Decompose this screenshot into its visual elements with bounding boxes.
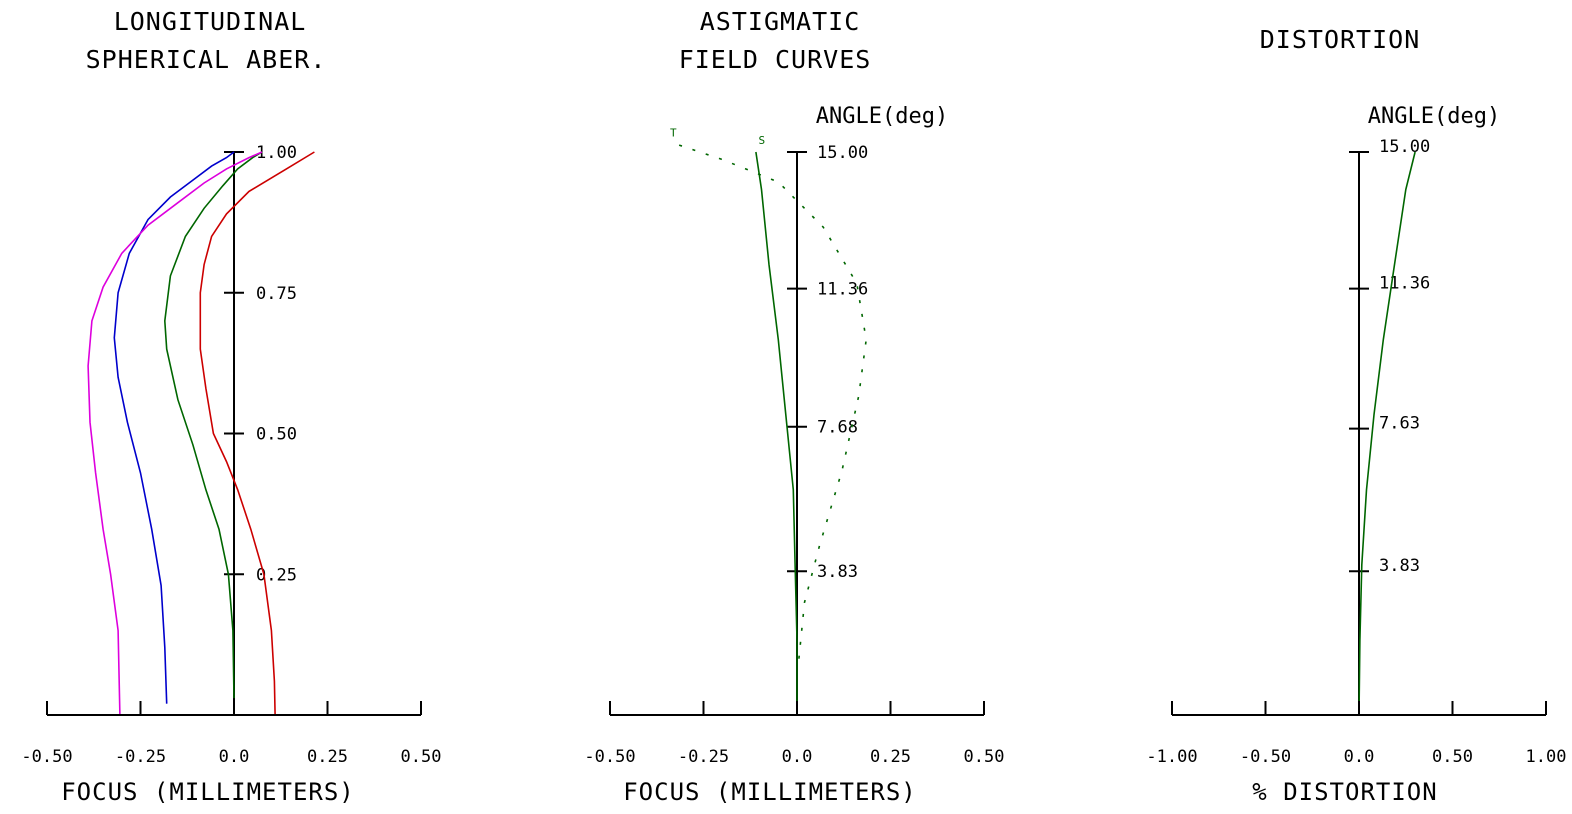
spherical-series-magenta bbox=[87, 151, 263, 716]
astigmatic-marker-t: T bbox=[670, 126, 677, 139]
spherical-title-line1: LONGITUDINAL bbox=[114, 7, 307, 36]
spherical-x-tick-label: -0.50 bbox=[21, 747, 72, 767]
distortion-title: DISTORTION bbox=[1260, 25, 1421, 54]
spherical-x-label: FOCUS (MILLIMETERS) bbox=[61, 778, 355, 806]
spherical-series-blue bbox=[113, 151, 235, 704]
distortion-angle-label: ANGLE(deg) bbox=[1368, 104, 1500, 129]
distortion-x-tick-label: -1.00 bbox=[1146, 747, 1197, 767]
astigmatic-y-tick-label: 7.68 bbox=[817, 418, 858, 438]
distortion-x-axis: -1.00 -0.50 0.0 0.50 1.00 bbox=[1146, 701, 1566, 767]
astigmatic-x-tick-label: 0.50 bbox=[964, 747, 1005, 767]
astigmatic-title-line1: ASTIGMATIC bbox=[700, 7, 861, 36]
spherical-x-tick-label: 0.50 bbox=[401, 747, 442, 767]
astigmatic-field-panel: ASTIGMATIC FIELD CURVES ANGLE(deg) 15.00… bbox=[584, 7, 1004, 806]
distortion-curves bbox=[1358, 151, 1416, 716]
astigmatic-y-tick-label: 11.36 bbox=[817, 280, 868, 300]
distortion-series-green bbox=[1358, 151, 1416, 716]
distortion-x-tick-label: 0.50 bbox=[1432, 747, 1473, 767]
astigmatic-title-line2: FIELD CURVES bbox=[679, 45, 872, 74]
distortion-x-label: % DISTORTION bbox=[1252, 778, 1437, 806]
spherical-y-tick-label: 0.50 bbox=[256, 425, 297, 445]
astigmatic-x-tick-label: -0.25 bbox=[678, 747, 729, 767]
spherical-curves bbox=[87, 151, 315, 716]
spherical-x-axis: -0.50 -0.25 0.0 0.25 0.50 bbox=[21, 701, 441, 767]
spherical-x-tick-label: 0.0 bbox=[219, 747, 250, 767]
spherical-title-line2: SPHERICAL ABER. bbox=[86, 45, 327, 74]
spherical-series-green bbox=[163, 151, 263, 699]
spherical-y-tick-label: 0.75 bbox=[256, 284, 297, 304]
spherical-y-tick-label: 1.00 bbox=[256, 143, 297, 163]
spherical-series-red bbox=[199, 151, 315, 716]
astigmatic-y-tick-label: 15.00 bbox=[817, 143, 868, 163]
spherical-y-ticks: 1.00 0.75 0.50 0.25 bbox=[224, 143, 297, 715]
astigmatic-x-axis: -0.50 -0.25 0.0 0.25 0.50 bbox=[584, 701, 1004, 767]
distortion-y-tick-label: 7.63 bbox=[1379, 414, 1420, 434]
astigmatic-marker-s: S bbox=[759, 134, 766, 147]
astigmatic-x-tick-label: 0.25 bbox=[870, 747, 911, 767]
astigmatic-y-tick-label: 3.83 bbox=[817, 562, 858, 582]
spherical-y-tick-label: 0.25 bbox=[256, 565, 297, 585]
astigmatic-x-tick-label: 0.0 bbox=[782, 747, 813, 767]
astigmatic-x-label: FOCUS (MILLIMETERS) bbox=[623, 778, 917, 806]
distortion-y-tick-label: 3.83 bbox=[1379, 556, 1420, 576]
distortion-x-tick-label: 0.0 bbox=[1344, 747, 1375, 767]
distortion-y-tick-label: 11.36 bbox=[1379, 274, 1430, 294]
distortion-y-tick-label: 15.00 bbox=[1379, 137, 1430, 157]
astigmatic-curves: ST bbox=[670, 126, 868, 715]
astigmatic-x-tick-label: -0.50 bbox=[584, 747, 635, 767]
distortion-y-ticks: 15.00 11.36 7.63 3.83 bbox=[1349, 137, 1430, 715]
distortion-x-tick-label: -0.50 bbox=[1240, 747, 1291, 767]
astigmatic-y-ticks: 15.00 11.36 7.68 3.83 bbox=[787, 143, 868, 715]
distortion-x-tick-label: 1.00 bbox=[1526, 747, 1567, 767]
astigmatic-series-green-s bbox=[755, 151, 798, 715]
astigmatic-series-green-t bbox=[677, 143, 868, 659]
spherical-x-tick-label: 0.25 bbox=[307, 747, 348, 767]
spherical-x-tick-label: -0.25 bbox=[115, 747, 166, 767]
spherical-aberration-panel: LONGITUDINAL SPHERICAL ABER. 1.00 0.75 0.5… bbox=[21, 7, 441, 806]
distortion-panel: DISTORTION ANGLE(deg) 15.00 11.36 7.63 3.83… bbox=[1146, 25, 1566, 806]
astigmatic-angle-label: ANGLE(deg) bbox=[816, 104, 948, 129]
